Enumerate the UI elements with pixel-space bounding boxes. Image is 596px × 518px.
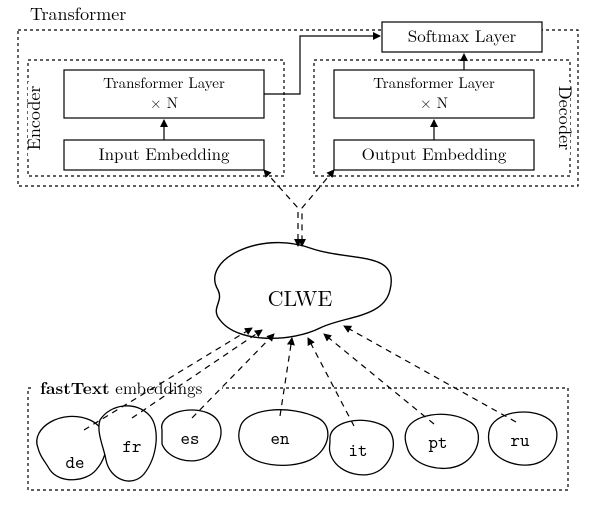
decoder-label: Decoder: [553, 86, 578, 150]
output-embedding-label: Output Embedding: [362, 141, 507, 165]
encoder-label: Encoder: [21, 86, 46, 151]
edge-it-to-clwe: [308, 338, 354, 426]
edge-en-to-clwe: [280, 338, 292, 416]
fasttext-label: fastText embeddings: [40, 375, 203, 400]
lang-label-ru: ru: [511, 428, 530, 452]
transformer-label: Transformer: [30, 1, 126, 26]
edge-clwe-outputemb: [302, 170, 334, 246]
edge-fr-to-clwe: [132, 330, 262, 418]
lang-label-pt: pt: [429, 430, 448, 454]
edge-es-to-clwe: [192, 334, 274, 418]
dec-trans-layer-label: Transformer Layer: [373, 72, 495, 93]
lang-label-en: en: [271, 426, 290, 450]
lang-label-de: de: [66, 450, 85, 474]
lang-blobs: de fr es en it pt ru: [37, 406, 557, 481]
lang-label-fr: fr: [123, 434, 142, 458]
input-embedding-label: Input Embedding: [98, 141, 230, 165]
lang-label-it: it: [349, 438, 368, 462]
dec-times-n: × N: [420, 92, 448, 113]
enc-times-n: × N: [150, 92, 178, 113]
lang-label-es: es: [181, 426, 200, 450]
diagram-canvas: Transformer Encoder Decoder Softmax Laye…: [0, 0, 596, 518]
enc-trans-layer-label: Transformer Layer: [103, 72, 225, 93]
softmax-label: Softmax Layer: [408, 23, 517, 47]
edge-ru-to-clwe: [344, 326, 516, 422]
edge-clwe-inputemb: [264, 170, 298, 246]
clwe-label: CLWE: [268, 282, 333, 313]
edge-pt-to-clwe: [324, 334, 434, 424]
